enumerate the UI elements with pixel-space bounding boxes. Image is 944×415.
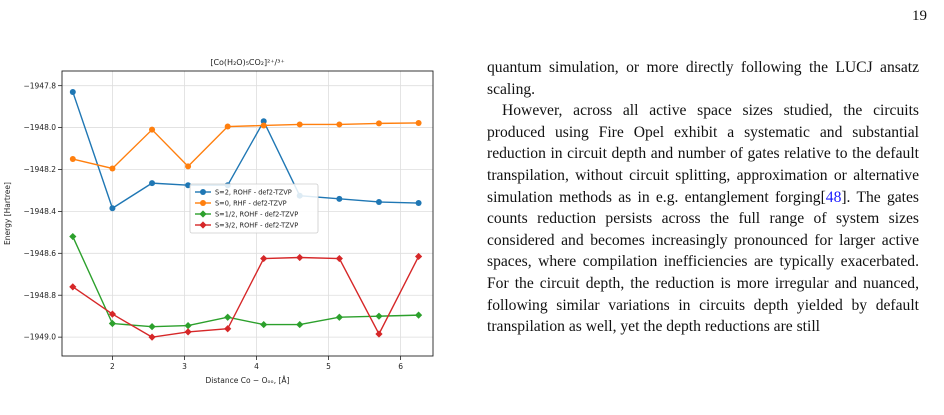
paragraph-2-text: However, across all active space sizes s… [487, 102, 919, 206]
x-tick-label: 5 [326, 362, 331, 371]
series-4 [69, 252, 423, 341]
citation-link[interactable]: 48 [825, 188, 842, 206]
data-point [415, 119, 422, 126]
legend-label: S=2, ROHF - def2-TZVP [215, 188, 292, 196]
energy-figure: 2 3 4 5 6 −1947.8 −1948.0 −1948.2 −1948.4 −1948.6… [0, 0, 470, 415]
data-point [108, 319, 117, 328]
legend: S=2, ROHF - def2-TZVP S=0, RHF - def2-TZV… [189, 183, 319, 234]
data-point [336, 195, 343, 202]
data-point [69, 232, 77, 241]
energy-chart: 2 3 4 5 6 −1947.8 −1948.0 −1948.2 −1948.4 −1948.6… [3, 58, 434, 385]
data-point [109, 165, 116, 172]
y-tick-label: −1948.8 [23, 291, 56, 300]
legend-marker [199, 210, 207, 218]
paragraph-2-text-continued: ]. The gates counts reduction persists a… [487, 188, 919, 336]
legend-label: S=0, RHF - def2-TZVP [215, 199, 287, 207]
legend-marker [199, 221, 207, 229]
legend-marker [200, 189, 206, 195]
data-point [149, 126, 156, 133]
y-axis-label: Energy [Hartree] [3, 182, 12, 245]
data-point [336, 121, 343, 128]
data-point [414, 252, 423, 261]
data-point [69, 88, 76, 95]
x-tick-label: 2 [110, 362, 115, 371]
data-point [260, 254, 268, 263]
series-line [72, 236, 419, 328]
paragraph-1: quantum simulation, or more directly fol… [487, 59, 919, 98]
data-point [296, 121, 303, 128]
data-point [414, 311, 423, 319]
data-point [296, 320, 304, 329]
data-point [69, 283, 77, 291]
x-tick-label: 6 [398, 362, 403, 371]
data-point [296, 253, 304, 262]
data-point [335, 254, 343, 263]
series-line [72, 122, 419, 170]
data-point [260, 118, 267, 125]
y-tick-label: −1948.0 [23, 123, 56, 132]
legend-box [189, 183, 319, 234]
body-text-column: quantum simulation, or more directly fol… [487, 57, 919, 338]
y-tick-label: −1948.4 [23, 207, 56, 216]
data-point [69, 156, 76, 163]
page-number: 19 [912, 8, 927, 24]
data-point [224, 123, 231, 130]
x-axis-label: Distance Co − Oₒₒ, [Å] [206, 376, 290, 385]
y-tick-label: −1948.2 [23, 165, 56, 174]
data-point [260, 320, 268, 329]
data-point [108, 310, 117, 318]
legend-label: S=3/2, ROHF - def2-TZVP [215, 221, 298, 229]
chart-title: [Co(H₂O)₅CO₂]²⁺/³⁺ [210, 58, 284, 67]
series-line [72, 91, 419, 210]
x-tick-label: 4 [254, 362, 259, 371]
data-point [375, 312, 383, 320]
data-point [184, 322, 192, 330]
data-point [375, 198, 382, 205]
data-point [375, 120, 382, 127]
data-point [148, 323, 156, 331]
data-point [184, 328, 192, 336]
plot-frame [61, 70, 434, 357]
data-point [185, 163, 192, 170]
data-point [224, 325, 232, 333]
data-point [415, 200, 422, 207]
data-point [375, 330, 383, 338]
data-point [148, 333, 156, 341]
y-tick-label: −1948.6 [23, 249, 56, 258]
legend-marker [200, 200, 206, 206]
series-line [72, 256, 420, 338]
y-tick-label: −1949.0 [23, 333, 56, 342]
data-point [185, 182, 192, 189]
paragraph-2: However, across all active space sizes s… [487, 100, 919, 338]
legend-label: S=1/2, ROHF - def2-TZVP [215, 210, 298, 218]
data-point [224, 313, 232, 321]
data-point [149, 180, 156, 187]
data-point [109, 205, 116, 212]
y-tick-label: −1947.8 [23, 81, 56, 90]
data-point [260, 122, 267, 129]
series-2 [69, 119, 422, 172]
data-point [335, 313, 343, 321]
x-tick-label: 3 [182, 362, 187, 371]
